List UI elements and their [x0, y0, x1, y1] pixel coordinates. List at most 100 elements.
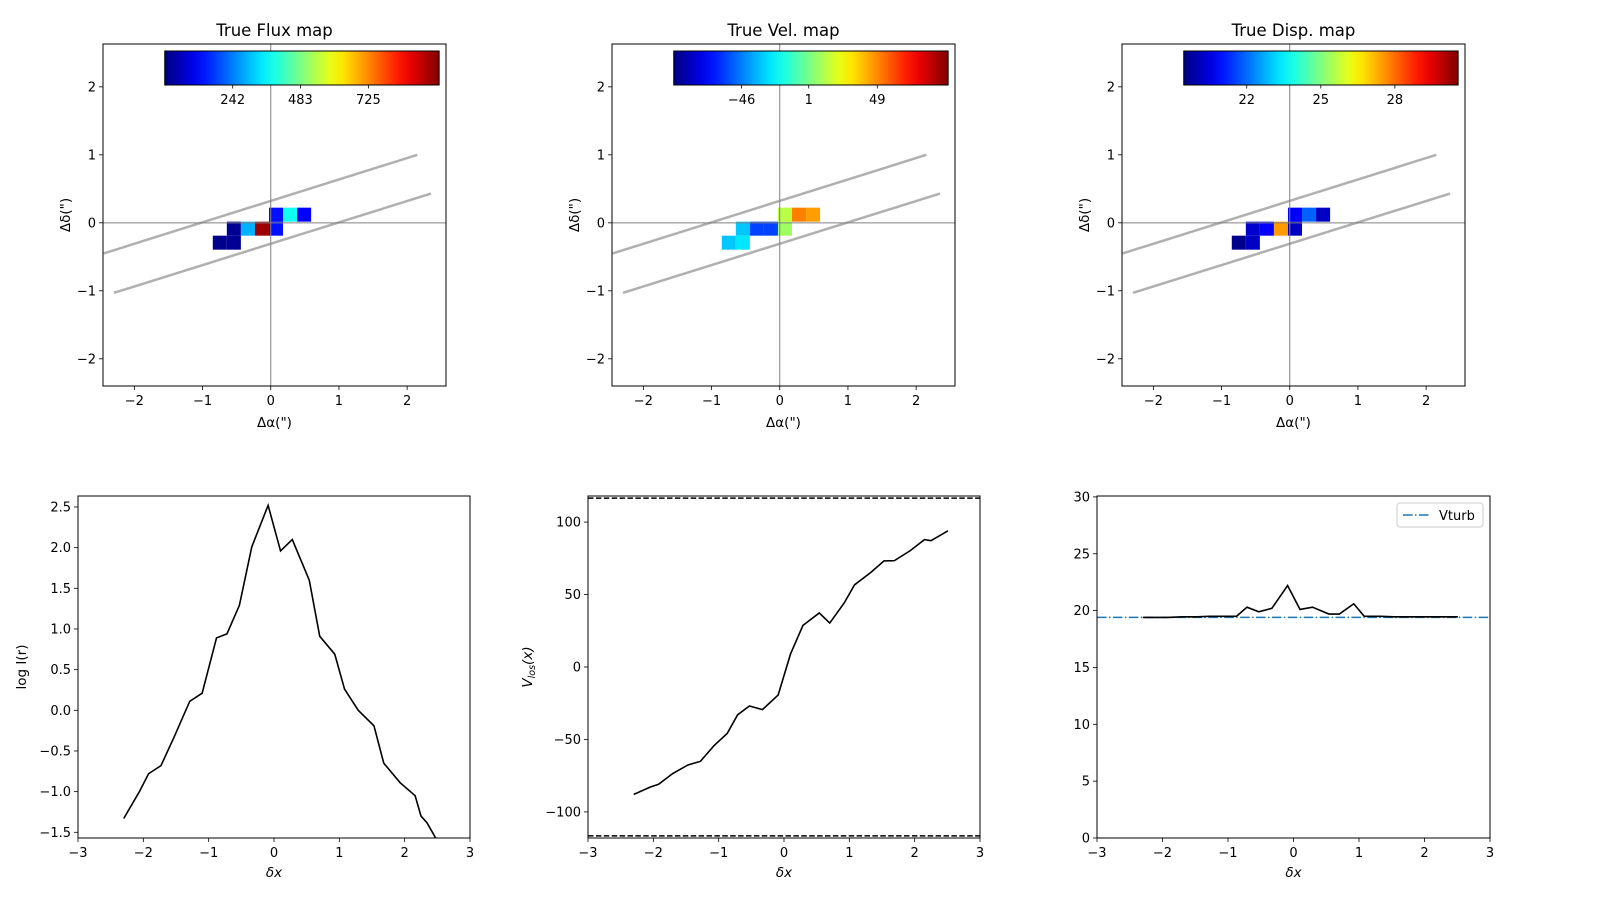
map-pixel	[1287, 221, 1303, 236]
x-tick-label: 0	[1289, 846, 1297, 861]
colorbar-gradient	[164, 50, 440, 86]
colorbar-tick-label: 242	[220, 93, 245, 108]
x-tick-label: −1	[702, 394, 721, 409]
x-tick-label: 2	[401, 846, 409, 861]
y-tick-label: 10	[1073, 718, 1090, 733]
x-tick-label: 2	[1422, 394, 1430, 409]
x-tick-label: 0	[780, 846, 788, 861]
axes-frame	[587, 495, 981, 839]
x-tick-label: −1	[199, 846, 218, 861]
map-pixel	[1273, 221, 1288, 236]
map-pixel	[1245, 235, 1260, 250]
plot-area	[1122, 44, 1465, 386]
plot-area	[588, 497, 980, 837]
x-tick-label: −3	[68, 846, 87, 861]
colorbar-tick-label: 22	[1238, 93, 1255, 108]
y-axis-label: log I(r)	[14, 645, 30, 690]
y-tick-label: −2	[1096, 352, 1115, 367]
axes-frame	[1121, 43, 1466, 387]
map-pixel	[763, 221, 778, 236]
slit-edge-line-1	[103, 153, 418, 255]
slit-edge-line-2	[1132, 192, 1451, 295]
slit-edge-line-2	[622, 192, 941, 295]
map-pixel	[735, 221, 750, 236]
y-tick-label: −2	[586, 352, 605, 367]
map-pixel	[1245, 221, 1260, 236]
map-pixel	[1287, 207, 1303, 222]
y-tick-label: 50	[564, 588, 581, 603]
axes-frame	[77, 495, 471, 839]
y-tick-label: 0	[1082, 832, 1090, 847]
y-tick-label: 20	[1073, 604, 1090, 619]
y-tick-label: 100	[556, 516, 581, 531]
y-axis-label-main: V	[520, 677, 536, 688]
plot-area	[612, 44, 955, 386]
y-tick-label: −50	[554, 733, 581, 748]
series-line	[633, 530, 949, 796]
colorbar-tick-label: 483	[288, 93, 313, 108]
y-tick-label: 0	[88, 216, 96, 231]
map-pixel	[735, 235, 750, 250]
x-tick-label: 2	[912, 394, 920, 409]
x-tick-label: −3	[1087, 846, 1106, 861]
panel-dispersion-map: 22 25 28 −2 −1 0 1 2 −2 −1 0 1 2 Δα(") Δδ(") True Disp.…	[1077, 21, 1466, 431]
x-tick-label: 1	[335, 394, 343, 409]
x-axis-label: δx	[776, 865, 793, 881]
map-pixel	[777, 221, 793, 236]
x-axis-label: δx	[266, 865, 283, 881]
legend: Vturb	[1396, 502, 1484, 528]
x-tick-label: 0	[1286, 394, 1294, 409]
x-tick-label: 3	[976, 846, 984, 861]
x-tick-label: −2	[644, 846, 663, 861]
x-tick-label: −1	[709, 846, 728, 861]
plot-area	[123, 502, 437, 838]
y-tick-label: 2.5	[50, 500, 71, 515]
x-tick-label: 1	[335, 846, 343, 861]
y-tick-label: 1	[597, 148, 605, 163]
map-pixel	[777, 207, 793, 222]
axes-frame	[611, 43, 956, 387]
map-pixel	[792, 207, 807, 222]
x-tick-label: −1	[1212, 394, 1231, 409]
y-tick-label: −2	[77, 352, 96, 367]
slit-edge-line-1	[1122, 153, 1437, 255]
y-tick-label: 25	[1073, 547, 1090, 562]
x-tick-label: 1	[1355, 846, 1363, 861]
y-tick-label: 0	[573, 661, 581, 676]
panel-velocity-map: −46 1 49 −2 −1 0 1 2 −2 −1 0 1 2 Δα(") Δδ(") True Vel. …	[567, 21, 956, 431]
series-line	[123, 502, 437, 838]
colorbar-tick-label: 28	[1387, 93, 1404, 108]
y-tick-label: 2.0	[50, 541, 71, 556]
map-pixel	[806, 207, 821, 222]
colorbar-gradient	[673, 50, 949, 86]
x-tick-label: 2	[911, 846, 919, 861]
x-axis-label: Δα(")	[1276, 415, 1311, 431]
x-tick-label: −1	[193, 394, 212, 409]
y-axis-label: Δδ(")	[58, 198, 74, 232]
y-axis-label: Δδ(")	[567, 198, 583, 232]
map-pixel	[268, 207, 284, 222]
plot-area	[103, 44, 446, 386]
map-pixel	[254, 221, 269, 236]
colorbar-gradient	[1183, 50, 1459, 86]
y-axis-label-subscript: los	[527, 665, 538, 678]
map-pixel	[226, 221, 241, 236]
x-tick-label: 0	[270, 846, 278, 861]
colorbar-tick-label: 49	[869, 93, 886, 108]
panel-intensity-profile: −3 −2 −1 0 1 2 3 −1.5 −1.0 −0.5 0.0 0.5 1.0 1.5 2.0 2.5…	[14, 495, 474, 881]
legend-box	[1396, 502, 1484, 528]
x-tick-label: 1	[1354, 394, 1362, 409]
y-tick-label: 1.0	[50, 622, 71, 637]
panel-velocity-profile: −3 −2 −1 0 1 2 3 −100 −50 0 50 100 δx Vlos(x)	[520, 495, 984, 881]
y-tick-label: 0	[597, 216, 605, 231]
map-pixel	[1231, 235, 1246, 250]
y-axis-label: Vlos(x)	[520, 646, 538, 687]
plot-area	[1097, 584, 1490, 619]
y-tick-label: 1	[1107, 148, 1115, 163]
y-tick-label: 0.0	[50, 704, 71, 719]
y-tick-label: −1.0	[39, 785, 71, 800]
colorbar: −46 1 49	[673, 50, 949, 108]
x-axis-label: Δα(")	[766, 415, 801, 431]
x-tick-label: −1	[1218, 846, 1237, 861]
